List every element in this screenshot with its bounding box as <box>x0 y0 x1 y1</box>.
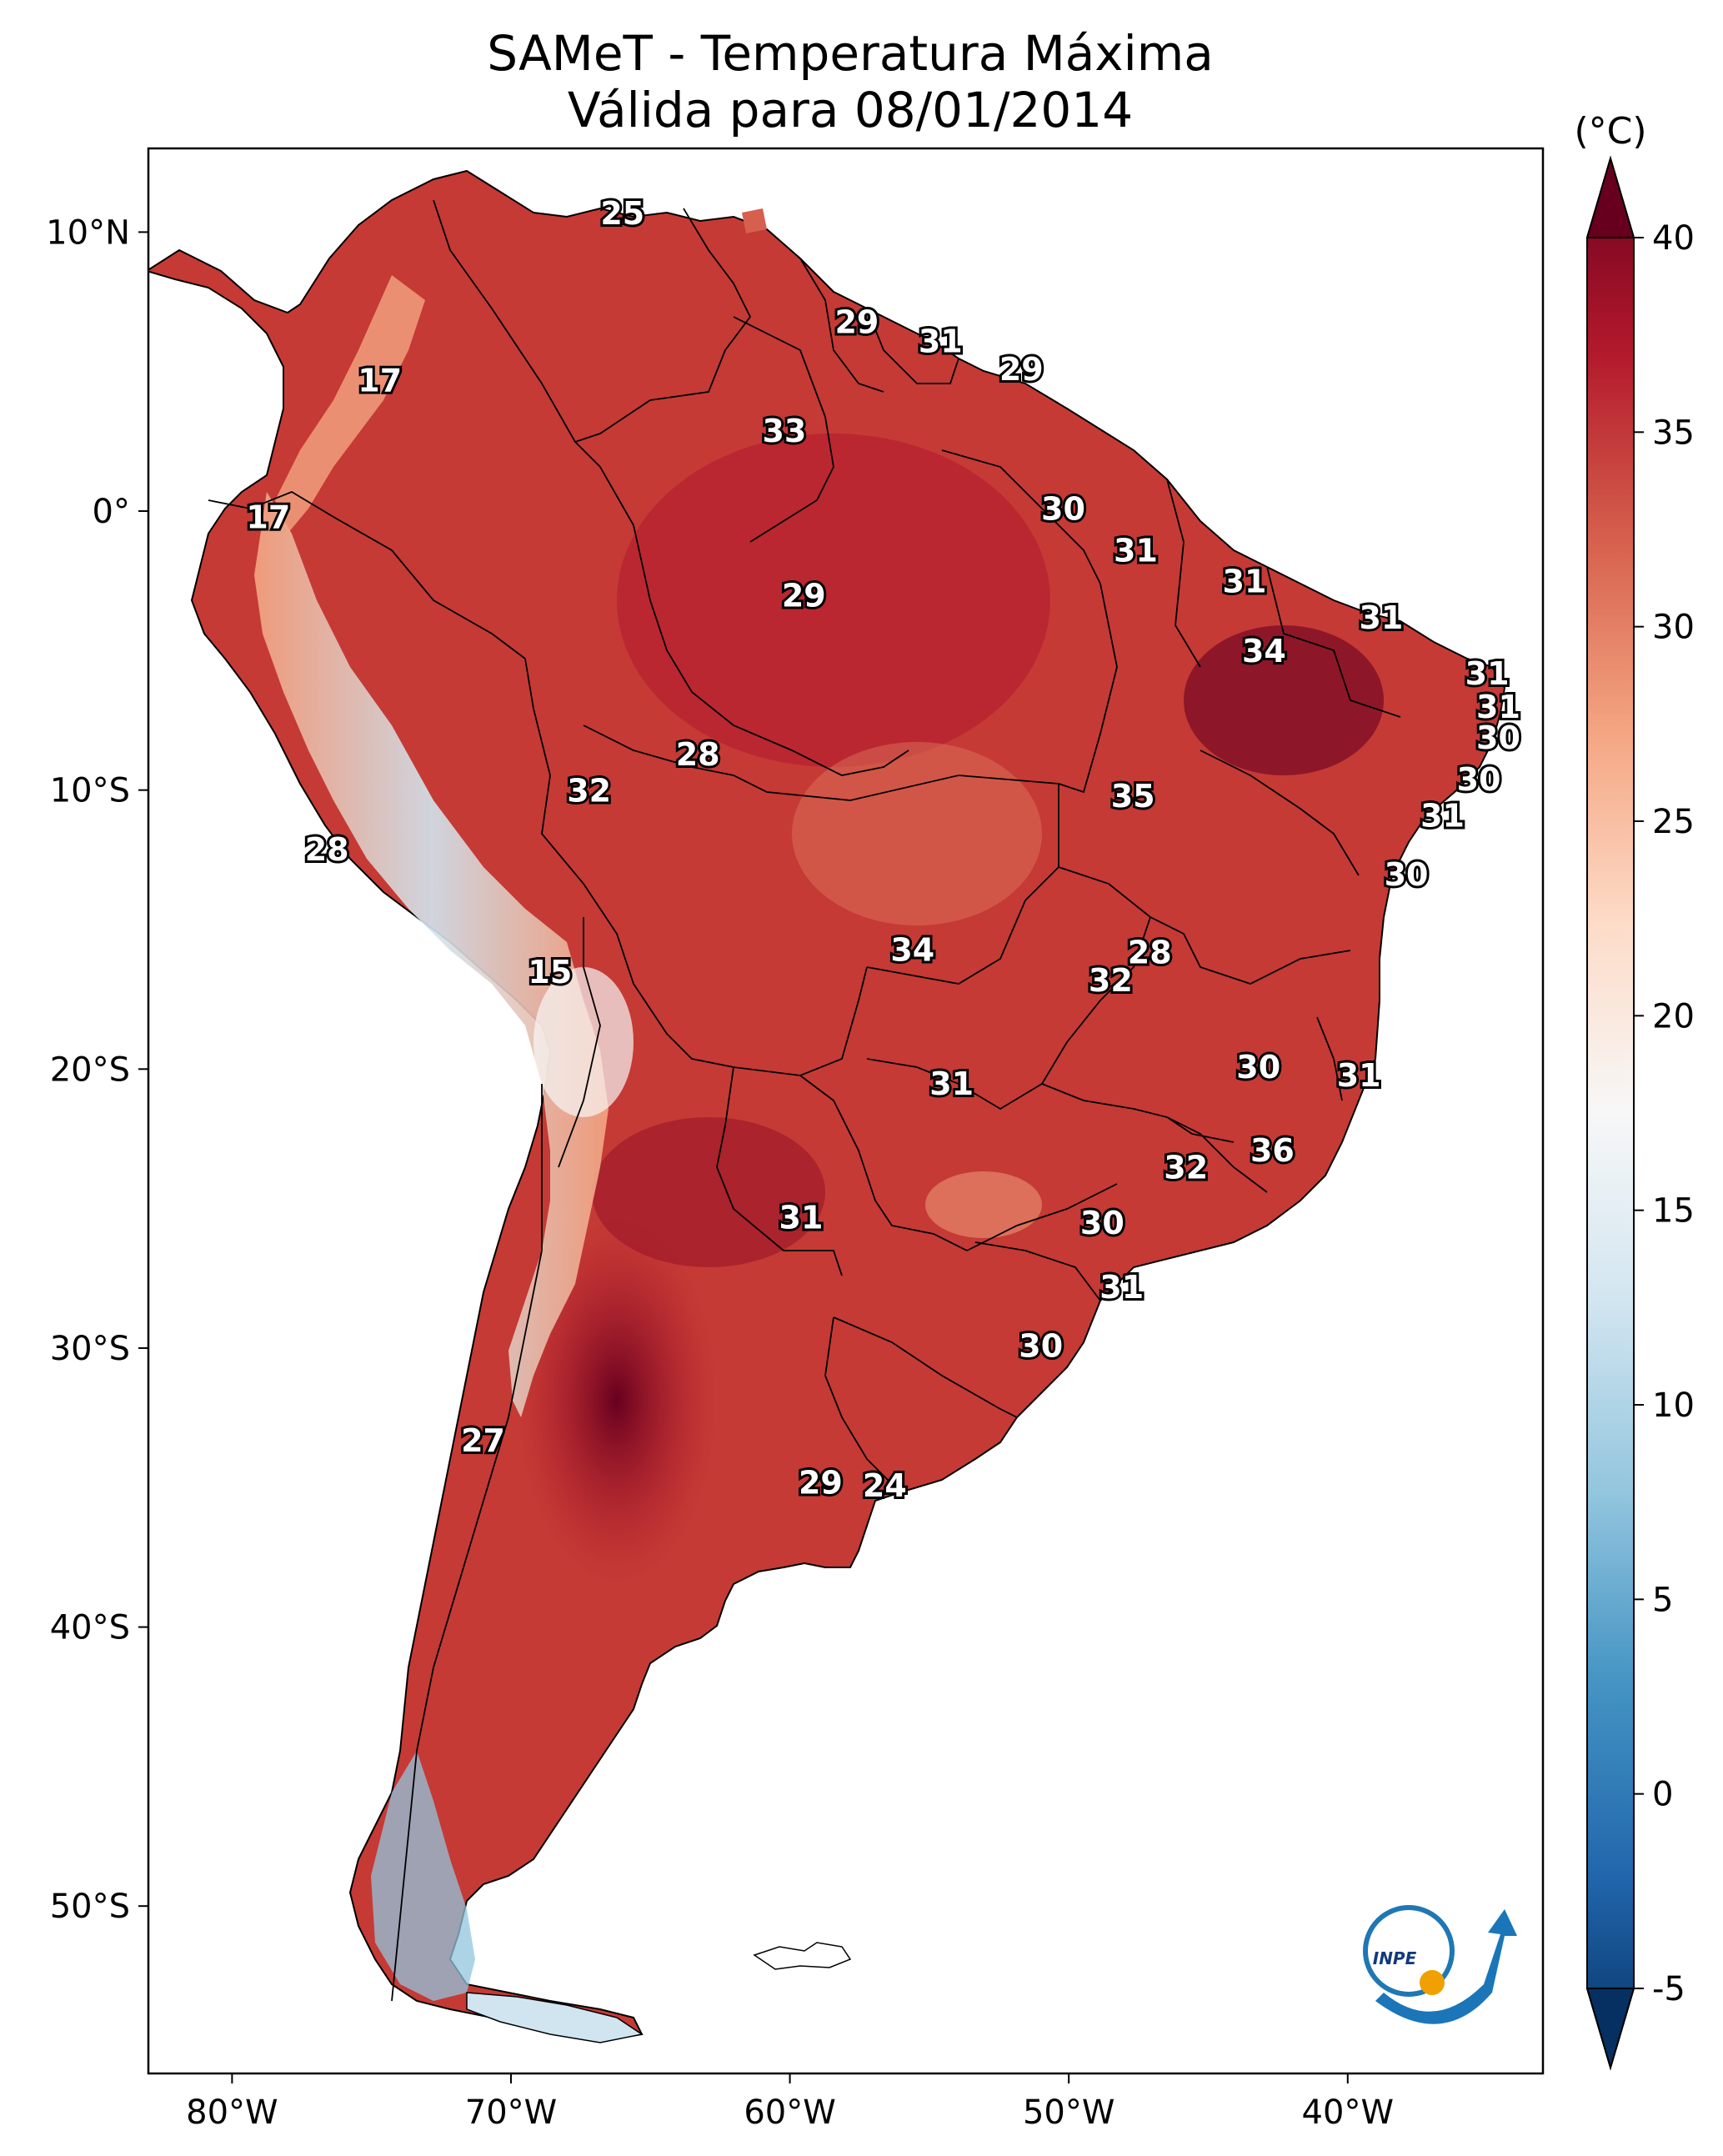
colorbar-unit: (°C) <box>1574 110 1646 153</box>
interior-hot-patch <box>617 434 1050 767</box>
temperature-label: 32 <box>1089 962 1133 999</box>
x-tick-label: 40°W <box>1302 2093 1394 2132</box>
colorbar-tick-label: 10 <box>1652 1386 1695 1425</box>
x-tick-label: 50°W <box>1023 2093 1114 2132</box>
inpe-logo-sun <box>1420 1970 1445 1995</box>
temperature-label: 30 <box>1080 1205 1124 1241</box>
y-tick-label: 30°S <box>50 1330 130 1368</box>
temperature-label: 30 <box>1019 1327 1063 1364</box>
map-subtitle: Válida para 08/01/2014 <box>567 82 1134 138</box>
falkland-islands <box>753 1942 852 1970</box>
temperature-label: 29 <box>782 577 826 614</box>
x-tick-label: 70°W <box>465 2093 557 2132</box>
inpe-logo-text: INPE <box>1373 1948 1417 1968</box>
colorbar-tick-label: 25 <box>1652 803 1695 841</box>
colorbar-tick-label: -5 <box>1652 1970 1685 2008</box>
temperature-label: 30 <box>1041 491 1085 528</box>
colorbar-ticks: -5 0 5 10 15 20 25 30 35 40 <box>1634 219 1695 2008</box>
temperature-label: 30 <box>1457 761 1501 798</box>
colorbar-tick-label: 0 <box>1652 1776 1673 1814</box>
temperature-label: 28 <box>1128 935 1172 971</box>
longitude-axis: 80°W 70°W 60°W 50°W 40°W <box>186 2073 1394 2132</box>
temperature-label: 35 <box>1111 778 1155 815</box>
y-tick-label: 20°S <box>50 1050 130 1089</box>
temperature-label: 31 <box>1465 655 1510 692</box>
altiplano-cool-patch <box>533 967 634 1117</box>
temperature-label: 36 <box>1250 1132 1295 1169</box>
pampas-hot-patch <box>517 1217 717 1584</box>
temperature-label: 33 <box>762 413 806 449</box>
map-title: SAMeT - Temperatura Máxima <box>487 25 1214 82</box>
temperature-label: 15 <box>528 954 572 990</box>
temperature-label: 27 <box>461 1422 505 1459</box>
trinidad-island <box>742 208 767 233</box>
temperature-label: 31 <box>1476 689 1520 725</box>
temperature-label: 31 <box>1099 1269 1144 1306</box>
temperature-label: 30 <box>1236 1049 1280 1086</box>
temperature-label: 31 <box>929 1065 974 1102</box>
temperature-label: 34 <box>890 931 934 968</box>
temperature-label: 28 <box>305 831 349 868</box>
latitude-axis: 10°N 0° 10°S 20°S 30°S 40°S 50°S <box>46 213 148 1926</box>
temperature-label: 17 <box>246 499 290 536</box>
colorbar: (°C) -5 0 5 10 15 20 25 30 35 40 <box>1574 110 1695 2071</box>
inpe-logo: INPE <box>1363 1905 1517 2024</box>
y-tick-label: 50°S <box>50 1888 130 1926</box>
colorbar-bar <box>1586 155 1635 2071</box>
x-tick-label: 60°W <box>744 2093 835 2132</box>
andes-cool-band <box>254 492 609 1417</box>
colorbar-tick-label: 5 <box>1652 1581 1673 1619</box>
temperature-label: 31 <box>1223 564 1267 600</box>
chaco-hot-patch <box>592 1117 825 1267</box>
y-tick-label: 10°S <box>50 772 130 810</box>
temperature-label: 25 <box>600 195 644 232</box>
x-tick-label: 80°W <box>186 2093 278 2132</box>
colorbar-top-triangle <box>1585 155 1635 238</box>
country-borders <box>208 199 1401 2002</box>
temperature-label: 31 <box>1420 798 1465 835</box>
temperature-label: 31 <box>1337 1057 1381 1094</box>
temperature-label: 17 <box>358 363 402 399</box>
colorbar-tick-label: 15 <box>1652 1192 1695 1231</box>
inpe-logo-arrow-icon <box>1375 1909 1517 2024</box>
y-tick-label: 10°N <box>46 213 130 252</box>
patagonia-cool-band <box>371 1751 475 2001</box>
colorbar-tick-label: 40 <box>1652 219 1695 258</box>
colorbar-tick-label: 30 <box>1652 609 1695 647</box>
parana-warm-patch <box>925 1171 1042 1238</box>
temperature-label: 30 <box>1385 856 1429 893</box>
colorbar-tick-label: 35 <box>1652 414 1695 452</box>
temperature-label: 29 <box>799 1464 843 1501</box>
temperature-label: 24 <box>863 1467 907 1504</box>
temperature-label: 31 <box>919 323 963 360</box>
temperature-label: 29 <box>999 351 1044 388</box>
inpe-logo-ring <box>1363 1905 1455 1997</box>
y-tick-label: 40°S <box>50 1609 130 1647</box>
temperature-label: 32 <box>567 773 611 810</box>
temperature-label: 30 <box>1476 720 1520 756</box>
colorbar-bottom-triangle <box>1585 1988 1635 2071</box>
colorbar-tick-label: 20 <box>1652 997 1695 1035</box>
temperature-label: 34 <box>1242 633 1286 669</box>
temperature-label: 28 <box>676 736 720 773</box>
colombia-andes-cool <box>275 275 425 534</box>
temperature-label: 31 <box>1359 599 1403 636</box>
temperature-label: 29 <box>834 303 879 340</box>
temperature-label: 31 <box>1114 533 1158 569</box>
temperature-label: 31 <box>779 1200 824 1236</box>
temperature-label: 32 <box>1164 1149 1208 1186</box>
northeast-hot-patch <box>1184 625 1384 775</box>
central-warm-patch <box>792 742 1042 925</box>
y-tick-label: 0° <box>93 493 130 531</box>
tierra-del-fuego <box>466 1992 644 2043</box>
